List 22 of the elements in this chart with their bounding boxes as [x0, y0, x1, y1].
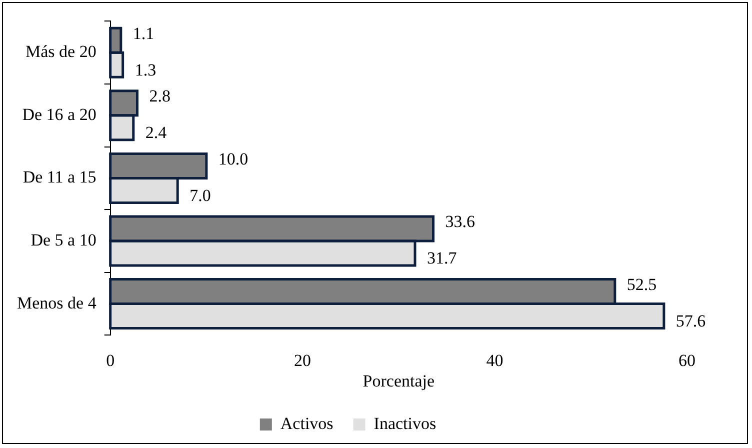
- legend-label: Activos: [280, 414, 334, 433]
- y-tick-label: De 11 a 15: [22, 168, 96, 187]
- data-label: 2.4: [145, 123, 168, 142]
- x-axis-title: Porcentaje: [362, 371, 435, 390]
- data-label: 1.1: [132, 24, 154, 43]
- data-label: 31.7: [427, 248, 458, 268]
- data-label: 7.0: [190, 186, 211, 205]
- data-label: 33.6: [445, 212, 476, 232]
- y-tick-label: De 16 a 20: [22, 104, 96, 124]
- y-tick-label: Menos de 4: [16, 293, 97, 312]
- y-tick-label: De 5 a 10: [30, 230, 96, 250]
- x-tick-label: 60: [678, 350, 696, 370]
- data-label: 57.6: [676, 312, 706, 331]
- x-tick-label: 40: [486, 350, 504, 370]
- x-tick-label: 20: [294, 350, 312, 370]
- data-label: 10.0: [218, 149, 248, 168]
- legend-label: Inactivos: [374, 414, 436, 433]
- y-tick-label: Más de 20: [25, 42, 96, 62]
- data-label: 52.5: [626, 275, 657, 294]
- data-label: 2.8: [149, 86, 170, 106]
- x-tick-label: 0: [106, 350, 115, 370]
- data-label: 1.3: [134, 60, 156, 80]
